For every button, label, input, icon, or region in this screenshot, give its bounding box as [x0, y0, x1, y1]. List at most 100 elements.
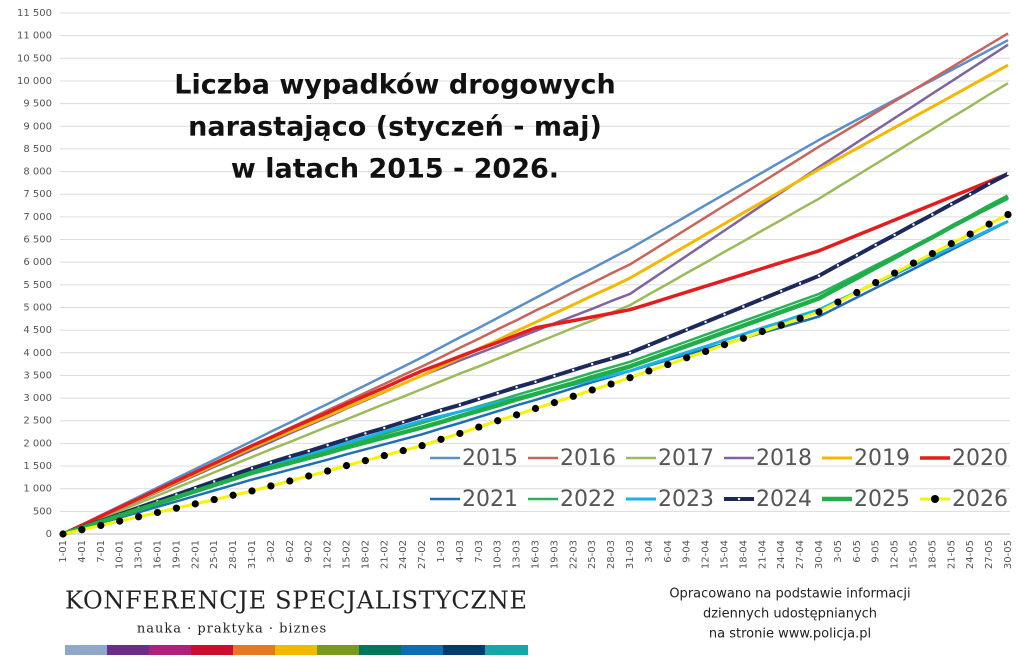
point [931, 213, 934, 216]
point [418, 442, 426, 450]
note: dziennych udostępnianych [703, 607, 877, 622]
y-tick-label: 3 000 [23, 393, 52, 404]
x-tick-label: 18-04 [738, 540, 749, 569]
x-tick-label: 25-03 [587, 540, 598, 569]
y-tick-label: 10 500 [17, 53, 52, 64]
x-tick-label: 13-01 [134, 540, 145, 569]
legend-label: 2023 [658, 487, 714, 512]
y-tick-label: 9 500 [23, 99, 52, 110]
point [626, 374, 634, 382]
x-tick-label: 9-05 [871, 540, 882, 563]
x-tick-label: 1-03 [436, 540, 447, 563]
legend-label: 2019 [854, 446, 910, 471]
point [912, 223, 915, 226]
y-tick-label: 8 500 [23, 144, 52, 155]
x-tick-label: 6-04 [663, 540, 674, 563]
point [704, 320, 707, 324]
point [836, 264, 840, 267]
point [307, 449, 310, 453]
legend-label: 2020 [952, 446, 1008, 471]
x-tick-label: 15-02 [342, 540, 353, 569]
x-tick-label: 27-04 [795, 540, 806, 569]
point [815, 308, 823, 316]
y-tick-label: 5 000 [23, 302, 52, 313]
x-tick-label: 16-03 [531, 540, 542, 569]
point [324, 467, 332, 475]
note: na stronie www.policja.pl [709, 627, 871, 642]
point [855, 254, 858, 257]
point [685, 328, 688, 331]
point [153, 508, 162, 517]
point [383, 426, 386, 430]
point [553, 374, 556, 378]
x-tick-label: 3-05 [833, 540, 844, 563]
x-tick-label: 27-02 [417, 540, 428, 569]
point [909, 259, 918, 267]
point [78, 526, 86, 534]
point [269, 461, 273, 464]
x-tick-label: 10-01 [115, 540, 126, 569]
point [135, 513, 143, 521]
y-tick-label: 4 000 [23, 348, 52, 359]
legend-label: 2024 [756, 487, 812, 512]
x-tick-label: 22-01 [190, 540, 201, 569]
x-tick-label: 7-01 [96, 540, 107, 563]
point [702, 347, 710, 356]
point [572, 368, 575, 372]
point [893, 233, 896, 237]
series-line [62, 194, 1010, 537]
point [420, 415, 424, 418]
x-tick-label: 3-02 [266, 540, 277, 563]
series-line [62, 172, 1009, 536]
point [229, 491, 237, 499]
point [364, 432, 367, 435]
point [380, 452, 388, 460]
point [891, 269, 899, 277]
point [97, 521, 105, 529]
x-tick-label: 6-05 [852, 540, 863, 563]
point [683, 354, 691, 362]
point [645, 367, 653, 375]
point [777, 321, 785, 329]
point [456, 429, 464, 438]
point [985, 220, 993, 228]
point [361, 457, 369, 465]
point [853, 288, 861, 297]
chart-title: narastająco (styczeń - maj) [188, 112, 602, 143]
y-tick-label: 1 000 [23, 484, 52, 495]
point [550, 399, 559, 407]
legend-marker [737, 497, 741, 501]
x-tick-label: 6-02 [285, 540, 296, 563]
point [458, 403, 462, 407]
x-tick-label: 24-04 [776, 540, 787, 569]
point [872, 278, 880, 287]
x-tick-label: 9-04 [682, 540, 693, 563]
grid: 0 500 1 000 1 500 2 000 2 500 3 000 3 500 4 000 4… [17, 8, 1014, 569]
point [874, 243, 877, 247]
point [969, 193, 972, 196]
tagline: nauka · praktyka · biznes [137, 622, 327, 637]
point [477, 397, 480, 401]
point [342, 461, 351, 470]
point [515, 386, 518, 389]
point [798, 282, 802, 285]
x-tick-label: 10-03 [493, 540, 504, 569]
series-line [62, 43, 1009, 536]
x-tick-label: 18-05 [927, 540, 938, 569]
x-tick-label: 12-02 [323, 540, 334, 569]
point [345, 438, 348, 441]
legend-label: 2022 [560, 487, 616, 512]
x-tick-label: 3-04 [644, 540, 655, 563]
point [116, 517, 124, 525]
x-tick-label: 19-01 [171, 540, 182, 569]
y-tick-label: 11 000 [17, 31, 52, 42]
point [947, 239, 955, 248]
point [834, 298, 842, 306]
y-tick-label: 6 000 [23, 257, 52, 268]
point [267, 482, 275, 490]
y-tick-label: 11 500 [17, 8, 52, 19]
point [666, 336, 669, 339]
x-tick-label: 4-03 [455, 540, 466, 563]
point [1004, 211, 1012, 219]
x-tick-label: 24-02 [398, 540, 409, 569]
